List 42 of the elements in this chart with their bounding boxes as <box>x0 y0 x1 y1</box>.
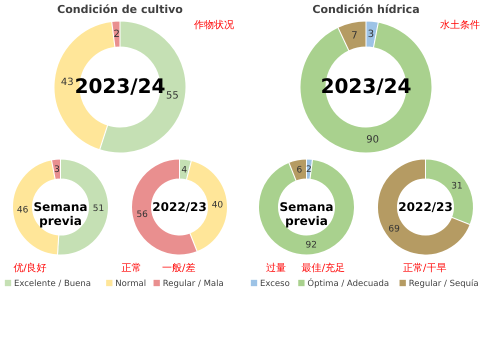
data-label: 51 <box>92 204 104 214</box>
text: 正常 <box>121 262 142 274</box>
donut-slice <box>258 158 355 256</box>
text: 水土条件 <box>440 19 480 31</box>
legend-label: Exceso <box>260 279 290 289</box>
data-label: 2 <box>113 29 120 40</box>
data-label: 2 <box>306 165 312 176</box>
chart-title: Condición hídrica <box>312 3 420 16</box>
text: 2023/24 <box>320 74 412 98</box>
data-label: 3 <box>54 165 60 176</box>
text: 最佳/充足 <box>302 262 346 274</box>
data-label: 40 <box>212 200 224 211</box>
text: 一般/差 <box>162 262 196 274</box>
data-label: 55 <box>166 90 179 102</box>
text: 2022/23 <box>152 200 207 214</box>
legend-label: Regular / Sequía <box>408 279 479 289</box>
text: 优/良好 <box>13 262 47 274</box>
donut-slice <box>377 158 471 256</box>
legend-label: Regular / Mala <box>162 279 224 289</box>
donut-slice <box>300 22 432 154</box>
legend-label: Óptima / Adecuada <box>307 278 390 289</box>
text: Semana previa <box>33 200 88 228</box>
data-label: 31 <box>451 182 463 192</box>
text: Semana previa <box>279 200 334 228</box>
data-label: 90 <box>366 134 380 146</box>
legend-label: Excelente / Buena <box>14 279 92 289</box>
data-label: 3 <box>368 29 374 40</box>
data-label: 69 <box>388 224 400 234</box>
text: 过量 <box>266 262 286 274</box>
data-label: 92 <box>306 240 317 251</box>
text: 2022/23 <box>398 200 453 214</box>
data-label: 6 <box>296 166 303 176</box>
legend-label: Normal <box>115 279 146 289</box>
text: 正常/干旱 <box>403 262 446 274</box>
data-label: 43 <box>60 77 74 88</box>
text: 2023/24 <box>74 74 166 98</box>
data-label: 46 <box>16 205 29 216</box>
data-label: 4 <box>181 165 188 176</box>
chart-title: Condición de cultivo <box>57 3 184 16</box>
text: 作物状况 <box>193 19 234 31</box>
data-label: 7 <box>351 30 358 42</box>
data-label: 56 <box>136 210 148 220</box>
